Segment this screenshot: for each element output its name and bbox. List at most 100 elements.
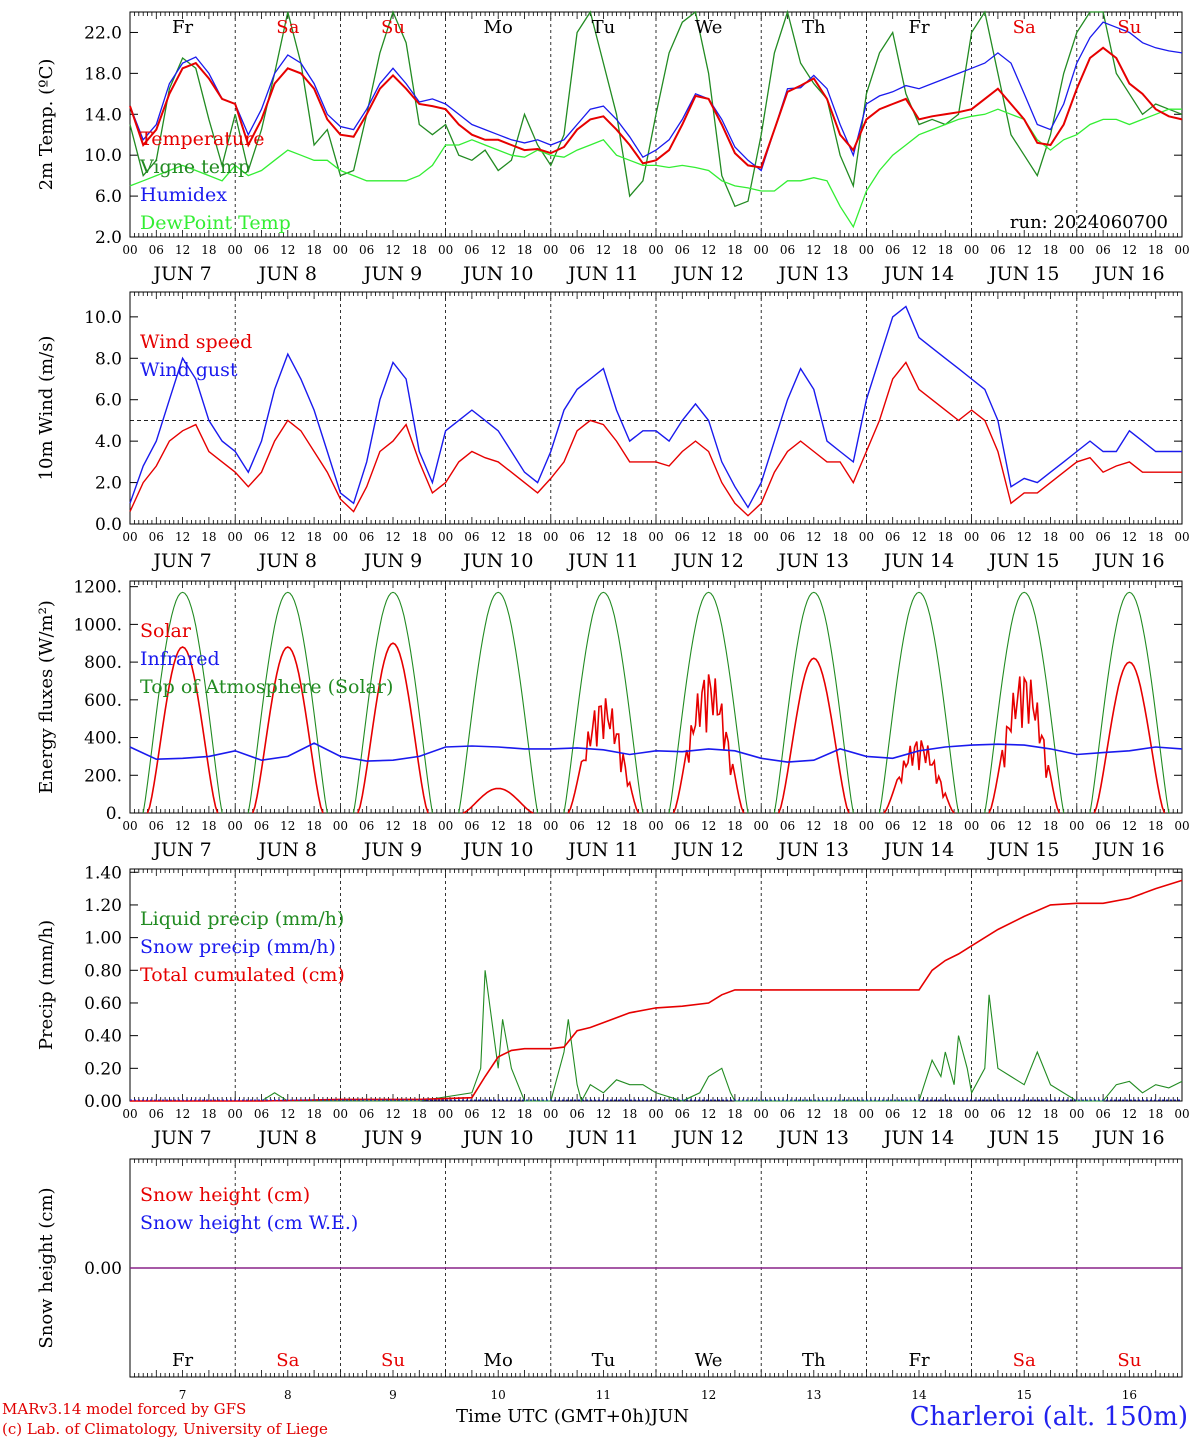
day-tick-label: JUN 11 [566, 839, 638, 861]
day-tick-label: JUN 10 [461, 263, 533, 285]
hour-tick-label: 12 [1122, 819, 1137, 833]
hour-tick-label: 18 [1043, 1107, 1058, 1121]
hour-tick-label: 12 [175, 1107, 190, 1121]
solar-curve [777, 657, 850, 814]
y-tick-label: 0.60 [84, 994, 122, 1014]
day-tick-label: JUN 16 [1092, 1127, 1164, 1149]
day-tick-label: JUN 12 [671, 550, 743, 572]
day-tick-label: JUN 7 [151, 839, 211, 861]
legend-humidex: Humidex [140, 184, 227, 206]
day-tick-label: JUN 8 [257, 263, 317, 285]
hour-tick-label: 12 [385, 243, 400, 257]
hour-tick-label: 12 [806, 1107, 821, 1121]
hour-tick-label: 00 [859, 1107, 874, 1121]
hour-tick-label: 00 [964, 819, 979, 833]
hour-tick-label: 12 [385, 530, 400, 544]
bottom-weekday-label: We [695, 1350, 723, 1371]
hour-tick-label: 00 [1174, 243, 1189, 257]
series-total-cumulated [130, 879, 1183, 1102]
day-number-label: 12 [701, 1388, 716, 1402]
bottom-weekday-label: Fr [172, 1350, 193, 1371]
day-tick-label: JUN 13 [777, 550, 849, 572]
hour-tick-label: 00 [228, 243, 243, 257]
top-weekday-label: Su [1117, 17, 1141, 38]
day-tick-label: JUN 14 [882, 263, 954, 285]
solar-curve [883, 740, 955, 814]
y-axis-title: Energy fluxes (W/m²) [36, 600, 57, 794]
hour-tick-label: 06 [359, 243, 374, 257]
hour-tick-label: 00 [228, 819, 243, 833]
y-tick-label: 6.0 [95, 391, 122, 411]
solar-curve [672, 674, 745, 814]
y-tick-label: 2.0 [95, 228, 122, 248]
toa-solar-curve [773, 591, 854, 814]
day-tick-label: JUN 7 [151, 550, 211, 572]
legend-infrared: Infrared [140, 648, 220, 670]
day-tick-label: JUN 13 [777, 1127, 849, 1149]
hour-tick-label: 18 [938, 1107, 953, 1121]
toa-solar-curve [458, 591, 539, 814]
hour-tick-label: 18 [938, 819, 953, 833]
y-tick-label: 10.0 [84, 308, 122, 328]
day-tick-label: JUN 12 [671, 263, 743, 285]
hour-tick-label: 12 [175, 530, 190, 544]
hour-tick-label: 18 [306, 530, 321, 544]
x-minor-ticks-5 [129, 1159, 1183, 1377]
y-tick-label: 10.0 [84, 146, 122, 166]
series-infrared [129, 742, 1183, 763]
hour-tick-label: 12 [701, 530, 716, 544]
hour-tick-label: 18 [517, 243, 532, 257]
toa-solar-curve [563, 591, 644, 814]
y-tick-label: 1.40 [84, 863, 122, 883]
hour-tick-label: 18 [622, 1107, 637, 1121]
y-tick-label: 0.40 [84, 1027, 122, 1047]
hour-tick-label: 00 [754, 243, 769, 257]
hour-tick-label: 12 [1017, 243, 1032, 257]
hour-tick-label: 18 [1043, 819, 1058, 833]
hour-tick-label: 12 [491, 819, 506, 833]
hour-tick-label: 18 [412, 243, 427, 257]
y-tick-label: 18.0 [84, 64, 122, 84]
hour-tick-label: 06 [885, 243, 900, 257]
toa-solar-curve [142, 591, 223, 814]
top-weekday-label: We [695, 17, 723, 38]
day-tick-label: JUN 14 [882, 550, 954, 572]
day-tick-label: JUN 8 [257, 1127, 317, 1149]
hour-tick-label: 12 [596, 243, 611, 257]
y-tick-label: 800. [84, 653, 122, 673]
toa-solar-curve [878, 591, 960, 814]
day-tick-label: JUN 10 [461, 550, 533, 572]
hour-tick-label: 06 [675, 819, 690, 833]
hour-tick-label: 00 [1174, 819, 1189, 833]
hour-tick-label: 06 [569, 530, 584, 544]
hour-tick-label: 12 [806, 819, 821, 833]
y-tick-label: 1.20 [84, 896, 122, 916]
hour-tick-label: 18 [727, 1107, 742, 1121]
hour-tick-label: 12 [806, 243, 821, 257]
y-tick-label: 0.0 [95, 515, 122, 535]
hour-tick-label: 00 [543, 1107, 558, 1121]
solar-curve [988, 675, 1061, 814]
series-liquid-precip [130, 970, 1183, 1103]
hour-tick-label: 12 [280, 530, 295, 544]
hour-tick-label: 00 [1069, 243, 1084, 257]
hour-tick-label: 06 [464, 819, 479, 833]
hour-tick-label: 00 [754, 1107, 769, 1121]
x-minor-ticks-4 [129, 869, 1183, 1101]
hour-tick-label: 18 [727, 530, 742, 544]
toa-solar-curve [984, 591, 1065, 814]
y-tick-label: 1.00 [84, 929, 122, 949]
series-temperature [129, 46, 1183, 169]
hour-tick-label: 12 [280, 243, 295, 257]
hour-tick-label: 06 [675, 530, 690, 544]
hour-tick-label: 00 [964, 243, 979, 257]
day-tick-label: JUN 10 [461, 839, 533, 861]
hour-tick-label: 06 [569, 819, 584, 833]
day-tick-label: JUN 9 [362, 1127, 422, 1149]
day-tick-label: JUN 7 [151, 1127, 211, 1149]
hour-tick-label: 18 [517, 530, 532, 544]
hour-tick-label: 12 [911, 243, 926, 257]
hour-tick-label: 12 [385, 819, 400, 833]
run-annotation: run: 2024060700 [1010, 212, 1168, 233]
